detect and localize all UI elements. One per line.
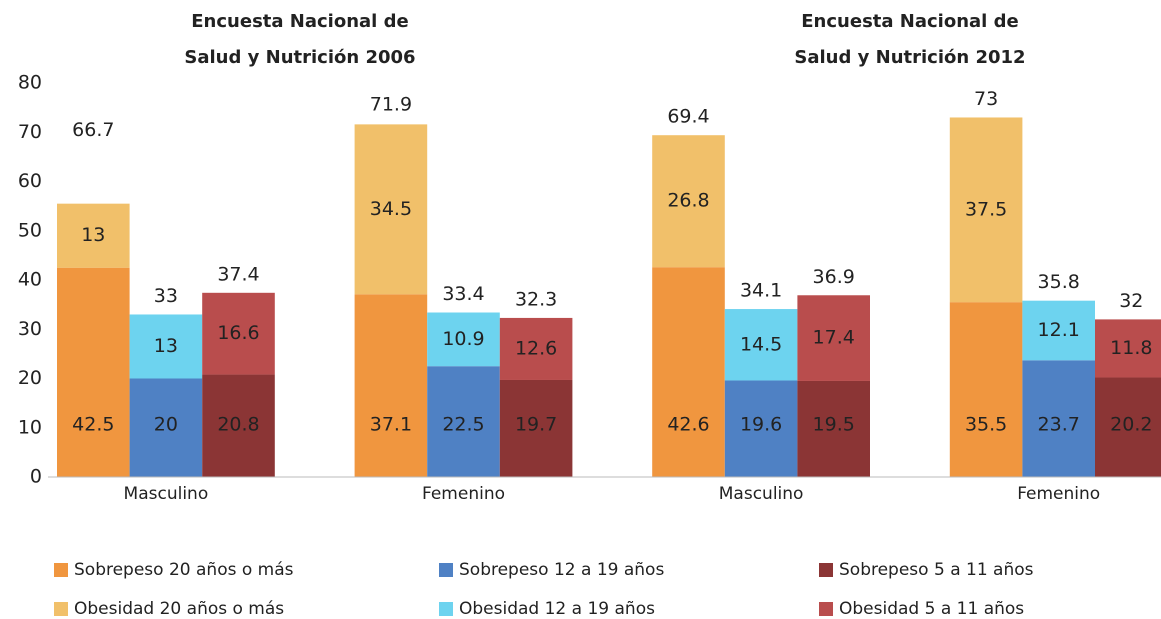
data-label: 10.9: [442, 328, 484, 350]
legend-swatch: [439, 563, 453, 577]
data-label: 34.5: [370, 198, 412, 220]
x-tick-label: Femenino: [422, 484, 505, 504]
data-label: 19.5: [813, 414, 855, 436]
data-label: 12.1: [1038, 319, 1080, 341]
total-label: 35.8: [1038, 271, 1080, 293]
bar-segment: [202, 292, 275, 375]
y-tick-label: 30: [18, 318, 42, 340]
data-label: 23.7: [1038, 414, 1080, 436]
data-label: 26.8: [667, 190, 709, 212]
data-label: 37.1: [370, 414, 412, 436]
legend-label: Obesidad 12 a 19 años: [459, 599, 655, 619]
data-label: 20.8: [217, 414, 259, 436]
total-label: 33.4: [442, 283, 484, 305]
data-label: 13: [81, 224, 105, 246]
bar-segment: [949, 302, 1023, 477]
data-label: 42.6: [667, 414, 709, 436]
total-label: 36.9: [813, 266, 855, 288]
bar-segment: [427, 312, 500, 367]
y-tick-label: 50: [18, 219, 42, 241]
bar-segment: [354, 294, 428, 477]
y-tick-label: 80: [18, 72, 42, 94]
y-tick-label: 70: [18, 121, 42, 143]
total-label: 69.4: [667, 106, 709, 128]
legend-label: Sobrepeso 20 años o más: [74, 560, 294, 580]
total-label: 71.9: [370, 93, 412, 115]
bar-segment: [1095, 319, 1161, 378]
data-label: 20.2: [1110, 414, 1152, 436]
legend-label: Obesidad 20 años o más: [74, 599, 284, 619]
group-title: Salud y Nutrición 2012: [794, 47, 1025, 68]
group-title: Encuesta Nacional de: [191, 11, 408, 32]
data-label: 37.5: [965, 198, 1007, 220]
bar-segment: [57, 267, 130, 477]
bar-segment: [1095, 377, 1161, 477]
x-tick-label: Femenino: [1017, 484, 1100, 504]
bar-segment: [129, 314, 203, 379]
group-title: Salud y Nutrición 2006: [184, 47, 415, 68]
y-tick-label: 40: [18, 269, 42, 291]
x-tick-label: Masculino: [124, 484, 209, 504]
legend-swatch: [819, 563, 833, 577]
data-label: 17.4: [813, 327, 855, 349]
bar-segment: [202, 374, 275, 477]
data-label: 22.5: [442, 414, 484, 436]
total-label: 32.3: [515, 288, 557, 310]
bar-segment: [949, 117, 1023, 303]
y-tick-label: 20: [18, 367, 42, 389]
bar-segment: [724, 380, 798, 477]
bar-segment: [797, 380, 870, 477]
legend-label: Obesidad 5 a 11 años: [839, 599, 1024, 619]
data-label: 14.5: [740, 333, 782, 355]
data-label: 42.5: [72, 414, 114, 436]
x-tick-label: Masculino: [719, 484, 804, 504]
total-label: 34.1: [740, 280, 782, 302]
bar-segment: [57, 203, 130, 268]
y-tick-label: 60: [18, 170, 42, 192]
data-label: 11.8: [1110, 337, 1152, 359]
legend-label: Sobrepeso 5 a 11 años: [839, 560, 1034, 580]
legend-label: Sobrepeso 12 a 19 años: [459, 560, 664, 580]
y-tick-label: 0: [30, 466, 42, 488]
bar-segment: [1022, 300, 1095, 361]
bar-segment: [652, 267, 725, 477]
bar-segment: [129, 378, 203, 477]
legend-swatch: [439, 602, 453, 616]
total-label: 37.4: [217, 263, 259, 285]
legend-swatch: [54, 563, 68, 577]
data-label: 19.6: [740, 414, 782, 436]
bar-segment: [1022, 360, 1095, 477]
total-label: 73: [974, 88, 998, 110]
legend-swatch: [819, 602, 833, 616]
data-label: 16.6: [217, 322, 259, 344]
legend-swatch: [54, 602, 68, 616]
data-label: 13: [154, 335, 178, 357]
bar-segment: [652, 135, 725, 268]
bar-segment: [499, 379, 573, 477]
total-label: 32: [1119, 290, 1143, 312]
group-title: Encuesta Nacional de: [801, 11, 1018, 32]
bar-segment: [797, 295, 870, 381]
total-label: 33: [154, 285, 178, 307]
total-label: 66.7: [72, 119, 114, 141]
bar-segment: [427, 366, 500, 477]
data-label: 35.5: [965, 414, 1007, 436]
bar-segment: [724, 309, 798, 381]
data-label: 19.7: [515, 414, 557, 436]
data-label: 20: [154, 414, 178, 436]
bar-segment: [499, 317, 573, 380]
y-tick-label: 10: [18, 416, 42, 438]
bar-segment: [354, 124, 428, 295]
data-label: 12.6: [515, 337, 557, 359]
